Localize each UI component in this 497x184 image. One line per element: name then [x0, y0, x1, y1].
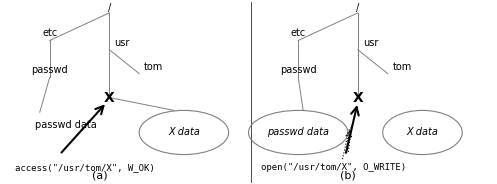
Text: tom: tom — [393, 62, 412, 72]
Text: passwd data: passwd data — [267, 128, 329, 137]
Text: passwd data: passwd data — [35, 120, 96, 130]
Text: passwd: passwd — [31, 66, 68, 75]
Text: /: / — [108, 3, 111, 13]
Text: (a): (a) — [91, 170, 107, 180]
Text: /: / — [356, 3, 359, 13]
Text: X: X — [352, 91, 363, 105]
Text: passwd: passwd — [280, 66, 317, 75]
Text: usr: usr — [114, 38, 130, 48]
Text: etc: etc — [42, 28, 57, 38]
Text: X: X — [104, 91, 115, 105]
Text: X data: X data — [168, 128, 200, 137]
Text: etc: etc — [291, 28, 306, 38]
Text: access("/usr/tom/X", W_OK): access("/usr/tom/X", W_OK) — [15, 163, 155, 172]
Text: X data: X data — [407, 128, 438, 137]
Text: tom: tom — [144, 62, 164, 72]
Text: usr: usr — [363, 38, 378, 48]
Text: (b): (b) — [340, 170, 356, 180]
Text: open("/usr/tom/X", O_WRITE): open("/usr/tom/X", O_WRITE) — [261, 163, 406, 172]
